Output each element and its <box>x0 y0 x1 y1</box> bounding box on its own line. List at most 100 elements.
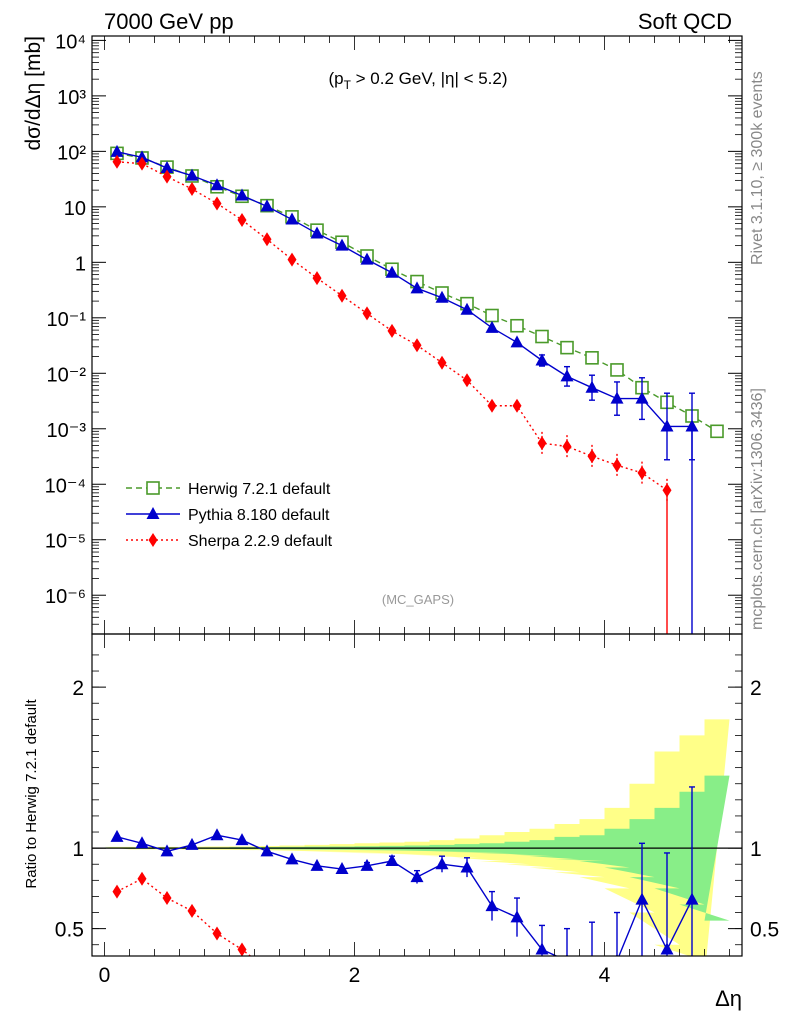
ratio-point-sherpa <box>663 998 672 1012</box>
ratio-point-pythia <box>435 857 449 870</box>
ratio-point-sherpa <box>563 999 572 1013</box>
ratio-point-sherpa <box>338 984 347 998</box>
data-point-sherpa <box>162 169 172 184</box>
legend-marker-sherpa <box>148 533 158 547</box>
ratio-point-sherpa <box>263 962 272 976</box>
data-point-sherpa <box>387 323 397 338</box>
ratio-point-sherpa <box>388 989 397 1003</box>
data-point-sherpa <box>262 232 272 247</box>
ratio-line-sherpa <box>116 877 252 956</box>
data-point-sherpa <box>287 252 297 267</box>
data-point-sherpa <box>537 436 547 451</box>
data-point-pythia <box>360 252 374 265</box>
ratio-plot-series <box>110 786 699 1014</box>
ratio-point-pythia <box>460 860 474 873</box>
y-tick-label: 10⁻⁵ <box>45 531 86 553</box>
data-point-herwig <box>485 308 499 323</box>
ratio-y-tick-label-right: 2 <box>750 677 762 700</box>
data-point-pythia <box>185 168 199 181</box>
data-point-sherpa <box>187 181 197 196</box>
ratio-y-axis-label: Ratio to Herwig 7.2.1 default <box>23 699 40 889</box>
ratio-point-sherpa <box>288 975 297 989</box>
data-point-herwig <box>535 329 549 344</box>
data-point-pythia <box>410 281 424 294</box>
ratio-point-sherpa <box>187 903 197 918</box>
data-point-herwig <box>560 340 574 355</box>
ratio-point-pythia <box>635 892 649 905</box>
ratio-point-sherpa <box>162 891 172 906</box>
data-point-pythia <box>535 353 549 366</box>
ratio-point-pythia <box>260 844 274 857</box>
ratio-point-pythia <box>160 844 174 857</box>
ratio-point-sherpa <box>413 991 422 1005</box>
ratio-point-pythia <box>360 858 374 871</box>
ratio-point-pythia <box>235 833 249 846</box>
y-tick-label: 10⁻⁶ <box>45 586 86 608</box>
data-point-pythia <box>585 380 599 393</box>
ratio-point-sherpa <box>538 1000 547 1014</box>
ratio-plot-frame <box>91 633 743 957</box>
analysis-label: (MC_GAPS) <box>382 592 454 607</box>
ratio-point-pythia <box>410 870 424 883</box>
y-tick-label: 10 <box>64 198 86 220</box>
ratio-plot-panel: 0.5 0.5 1 1 2 2 0 2 4 Ratio to Herwig 7.2.1 defa… <box>23 633 779 1014</box>
ratio-point-pythia <box>510 910 524 923</box>
ratio-point-pythia <box>285 852 299 865</box>
main-plot-y-ticks: 10⁴ 10³ 10² 10 1 10⁻¹ 10⁻² 10⁻³ 10⁻⁴ 10⁻⁵ 10⁻⁶ <box>45 31 742 635</box>
ratio-point-sherpa <box>638 997 647 1011</box>
data-point-pythia <box>435 290 449 303</box>
data-point-pythia <box>310 226 324 239</box>
ratio-point-pythia <box>385 854 399 867</box>
y-tick-label: 10² <box>57 142 86 164</box>
ratio-point-pythia <box>591 955 593 956</box>
top-y-axis-label: dσ/dΔη [mb] <box>22 36 45 151</box>
data-point-sherpa <box>562 439 572 454</box>
data-point-pythia <box>210 178 224 191</box>
data-point-pythia <box>385 265 399 278</box>
data-point-pythia <box>460 302 474 315</box>
ratio-point-sherpa <box>363 988 372 1002</box>
main-plot-panel: 10⁴ 10³ 10² 10 1 10⁻¹ 10⁻² 10⁻³ 10⁻⁴ 10⁻⁵ 10⁻⁶ (pT… <box>22 31 743 635</box>
cut-label-part: > 0.2 GeV, |η| < 5.2) <box>351 69 508 88</box>
y-tick-label: 10⁻¹ <box>47 309 87 331</box>
data-point-pythia <box>510 335 524 348</box>
x-tick-label: 0 <box>99 964 111 987</box>
y-tick-label: 10⁻² <box>47 364 87 386</box>
data-point-pythia <box>560 369 574 382</box>
ratio-point-pythia <box>210 828 224 841</box>
data-point-pythia <box>135 150 149 163</box>
ratio-point-pythia <box>685 892 699 905</box>
ratio-point-sherpa <box>137 871 147 886</box>
data-point-pythia <box>285 212 299 225</box>
data-point-sherpa <box>437 355 447 370</box>
data-point-sherpa <box>337 288 347 303</box>
data-point-sherpa <box>362 306 372 321</box>
legend-marker-herwig <box>146 481 160 495</box>
x-tick-label: 2 <box>349 964 361 987</box>
cut-label: (pT > 0.2 GeV, |η| < 5.2) <box>328 69 507 92</box>
data-point-pythia <box>635 391 649 404</box>
data-point-sherpa <box>612 458 622 473</box>
main-plot-series <box>110 144 724 634</box>
header-left: 7000 GeV pp <box>104 9 234 34</box>
data-point-sherpa <box>112 154 122 169</box>
data-point-herwig <box>510 318 524 333</box>
legend: Herwig 7.2.1 default Pythia 8.180 default… <box>126 481 333 550</box>
data-point-sherpa <box>637 465 647 480</box>
ratio-y-tick-label-right: 1 <box>750 838 762 861</box>
x-tick-label: 4 <box>599 964 611 987</box>
ratio-point-pythia <box>335 862 349 875</box>
data-point-pythia <box>110 144 124 157</box>
data-point-pythia <box>335 238 349 251</box>
data-point-sherpa <box>237 212 247 227</box>
ratio-point-sherpa <box>488 999 497 1013</box>
ratio-y-tick-label: 0.5 <box>55 919 84 942</box>
ratio-point-pythia <box>185 837 199 850</box>
side-label-top: Rivet 3.1.10, ≥ 300k events <box>749 71 766 265</box>
legend-label-pythia: Pythia 8.180 default <box>188 507 330 524</box>
data-point-pythia <box>660 419 674 432</box>
data-point-sherpa <box>312 271 322 286</box>
ratio-point-sherpa <box>237 942 247 956</box>
y-tick-label: 10⁻⁴ <box>45 475 86 497</box>
